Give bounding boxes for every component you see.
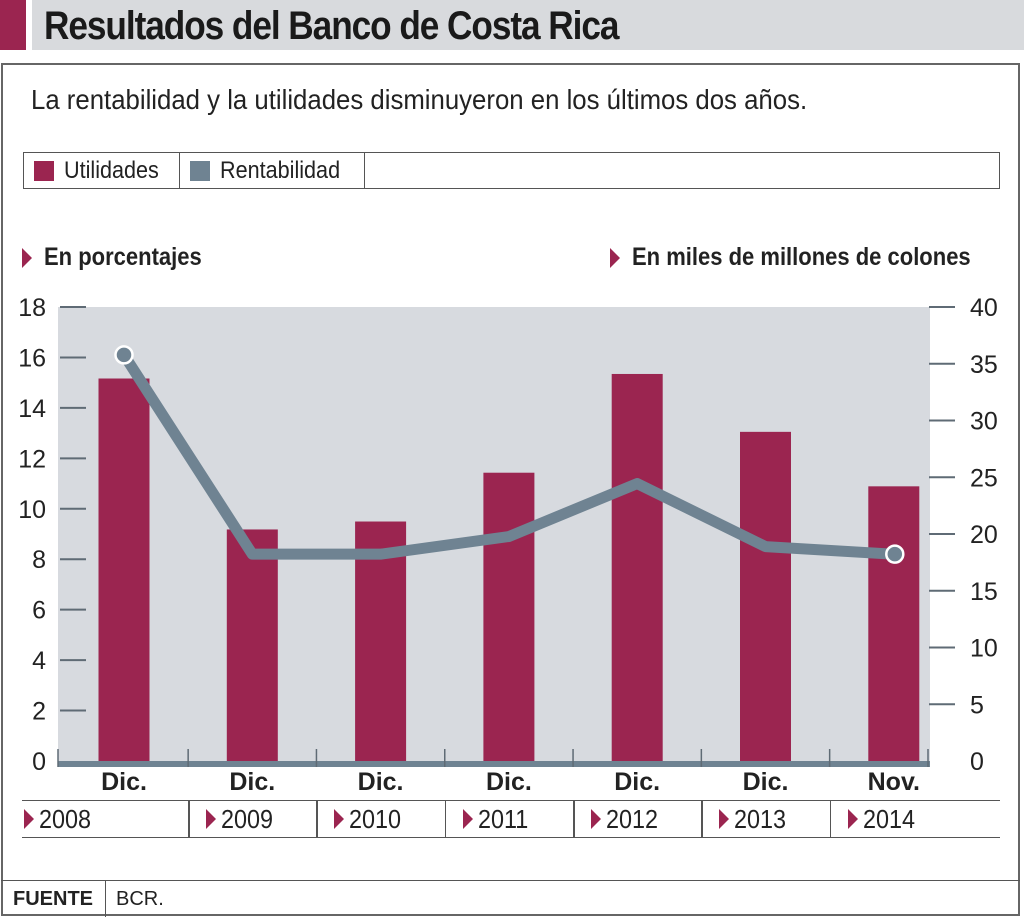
left-tick-label: 10 <box>18 496 46 524</box>
triangle-marker-icon <box>24 809 34 829</box>
year-cell: 2010 <box>332 801 407 837</box>
right-tick-label: 15 <box>970 578 998 606</box>
year-cell: 2011 <box>461 801 534 837</box>
year-divider <box>316 801 318 837</box>
left-tick-label: 6 <box>32 597 46 625</box>
left-tick-label: 2 <box>32 698 46 726</box>
line-point-marker <box>885 544 905 564</box>
bar-utilidades <box>740 431 791 761</box>
bar-utilidades <box>98 378 150 761</box>
source-label: FUENTE <box>1 881 106 917</box>
right-tick-label: 10 <box>970 635 998 663</box>
footer: FUENTE BCR. <box>1 880 1020 917</box>
right-axis-title-text: En miles de millones de colones <box>632 243 971 271</box>
right-tick-label: 25 <box>970 464 998 492</box>
chart-plot: 0 2 4 6 8 10 12 14 16 18 0 5 10 15 20 25 30 35 40 <box>18 294 998 770</box>
left-tick-label: 16 <box>18 344 46 372</box>
year-row: 2008 2009 2010 2011 2012 2013 2014 <box>22 800 1000 838</box>
left-tick-label: 0 <box>32 748 46 770</box>
year-cell: 2008 <box>22 801 97 837</box>
triangle-marker-icon <box>206 809 217 829</box>
x-tick-label-year: 2013 <box>734 803 787 834</box>
triangle-marker-icon <box>719 809 730 829</box>
year-cell: 2012 <box>589 801 664 837</box>
year-cell: 2013 <box>717 801 792 837</box>
chart-subtitle: La rentabilidad y la utilidades disminuy… <box>31 84 808 115</box>
legend-item-rentabilidad: Rentabilidad <box>180 153 365 188</box>
bar-utilidades <box>483 472 535 761</box>
triangle-marker-icon <box>591 809 602 829</box>
x-tick-label-month: Dic. <box>742 768 789 796</box>
triangle-marker-icon <box>334 809 345 829</box>
x-tick-label-month: Dic. <box>101 768 147 796</box>
bar-utilidades <box>868 486 920 761</box>
legend-swatch-utilidades <box>34 160 54 181</box>
triangle-marker-icon <box>462 809 473 829</box>
right-axis-title: En miles de millones de colones <box>610 243 1017 272</box>
x-tick-label-month: Dic. <box>614 768 661 796</box>
right-tick-label: 20 <box>970 521 998 549</box>
legend: Utilidades Rentabilidad <box>23 152 1000 189</box>
left-tick-label: 14 <box>18 395 46 423</box>
left-axis-title-text: En porcentajes <box>44 243 202 271</box>
x-tick-label-year: 2012 <box>606 803 659 834</box>
left-axis-title: En porcentajes <box>22 243 223 272</box>
x-tick-label-month: Nov. <box>867 768 920 796</box>
x-tick-label-year: 2008 <box>39 803 92 834</box>
bar-utilidades <box>226 529 278 761</box>
x-tick-label-month: Dic. <box>357 768 404 796</box>
right-tick-label: 5 <box>970 691 984 719</box>
title-bar <box>0 0 1024 50</box>
x-tick-label-year: 2014 <box>862 803 915 834</box>
bar-utilidades <box>355 521 407 761</box>
x-tick-label-year: 2011 <box>477 803 529 834</box>
year-cell: 2009 <box>204 801 279 837</box>
triangle-marker-icon <box>847 809 858 829</box>
x-tick-label-year: 2009 <box>221 803 274 834</box>
left-tick-label: 8 <box>32 546 46 574</box>
chart-title: Resultados del Banco de Costa Rica <box>44 4 619 48</box>
left-tick-label: 4 <box>32 647 46 675</box>
title-accent <box>0 0 26 50</box>
left-tick-label: 18 <box>18 294 46 322</box>
title-gap <box>26 0 32 50</box>
right-tick-label: 40 <box>970 294 998 322</box>
line-point-marker <box>114 345 134 365</box>
triangle-marker-icon <box>22 247 32 268</box>
source-value: BCR. <box>116 887 164 910</box>
legend-item-utilidades: Utilidades <box>24 153 181 188</box>
bar-utilidades <box>611 373 663 761</box>
x-tick-label-month: Dic. <box>229 768 276 796</box>
left-tick-label: 12 <box>18 445 46 473</box>
line-rentabilidad <box>118 349 900 560</box>
chart-frame <box>1 63 1020 916</box>
triangle-marker-icon <box>610 247 620 268</box>
year-divider <box>188 801 190 837</box>
year-divider <box>444 801 447 837</box>
legend-label: Utilidades <box>64 156 159 184</box>
x-axis-baseline <box>58 761 930 767</box>
right-tick-label: 30 <box>970 408 998 436</box>
year-divider <box>573 801 575 837</box>
legend-swatch-rentabilidad <box>190 160 211 181</box>
year-cell: 2014 <box>846 801 921 837</box>
right-tick-label: 0 <box>970 748 984 770</box>
legend-label: Rentabilidad <box>220 156 341 184</box>
right-tick-label: 35 <box>970 351 998 379</box>
x-tick-label-year: 2010 <box>349 803 402 834</box>
x-tick-label-month: Dic. <box>485 768 532 796</box>
year-divider <box>829 801 832 837</box>
year-divider <box>701 801 703 837</box>
